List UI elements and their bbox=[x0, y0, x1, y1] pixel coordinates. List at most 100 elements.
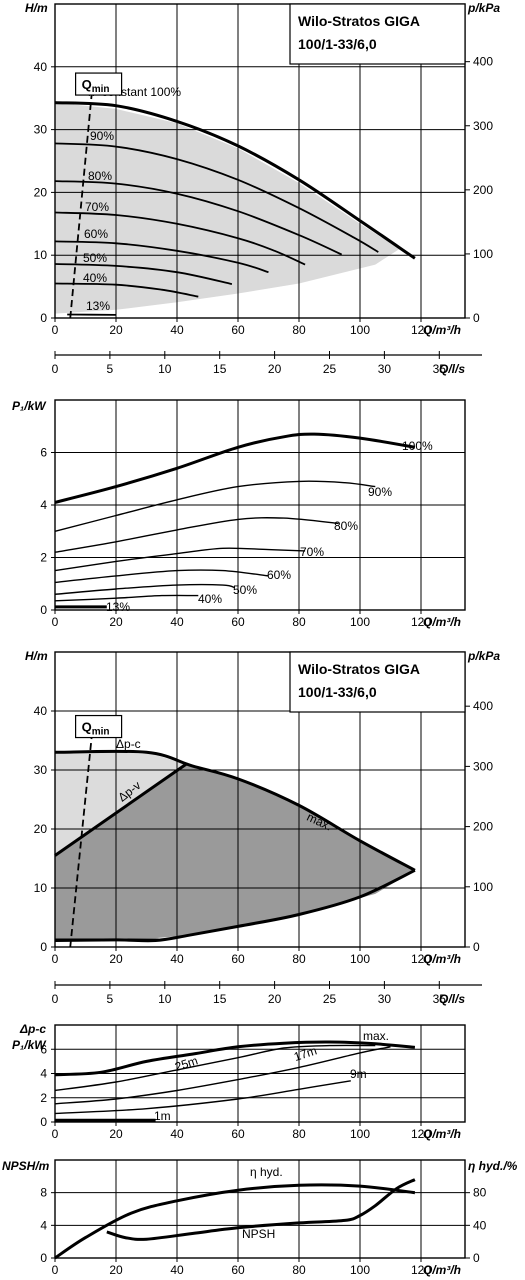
efficiency-label: η hyd. bbox=[250, 1165, 283, 1179]
grid-4 bbox=[55, 1025, 465, 1122]
y2-tick-label: 400 bbox=[473, 699, 493, 713]
dpv-range-area bbox=[55, 764, 415, 940]
x2-tick-label: 10 bbox=[158, 362, 172, 376]
x2-tick-label: 20 bbox=[268, 992, 282, 1006]
curve-label: 13% bbox=[86, 299, 110, 313]
y-tick-label: 10 bbox=[34, 248, 48, 262]
x-tick-label: 120 bbox=[411, 1127, 431, 1141]
x-tick-label: 80 bbox=[292, 1127, 306, 1141]
npsh-label: NPSH bbox=[242, 1227, 275, 1241]
y-tick-label: 4 bbox=[40, 1067, 47, 1081]
curve-label: 70% bbox=[85, 200, 109, 214]
y-tick-label: 8 bbox=[40, 1186, 47, 1200]
x2-tick-label: 35 bbox=[433, 992, 447, 1006]
y-tick-label: 40 bbox=[34, 60, 48, 74]
x2-tick-label: 5 bbox=[107, 992, 114, 1006]
x-tick-label: 0 bbox=[52, 1127, 59, 1141]
x-axis-label-3: Q/m³/h bbox=[423, 952, 461, 966]
x-axis-label-5: Q/m³/h bbox=[423, 1263, 461, 1277]
x-tick-label: 20 bbox=[109, 323, 123, 337]
power-curve-label: 13% bbox=[106, 600, 130, 614]
speed-curve-70 bbox=[54, 211, 306, 266]
speed-curve-90 bbox=[54, 142, 379, 253]
dpc-curve-label: max. bbox=[363, 1029, 389, 1043]
y2-axis-label-5: η hyd./% bbox=[468, 1159, 518, 1173]
plot-frame-1 bbox=[54, 3, 466, 319]
x-tick-label: 60 bbox=[231, 1263, 245, 1277]
qmin-subscript: min bbox=[92, 84, 110, 95]
y-tick-label: 6 bbox=[40, 446, 47, 460]
x2-tick-label: 10 bbox=[158, 992, 172, 1006]
x2-tick-label: 20 bbox=[268, 362, 282, 376]
x2-tick-label: 15 bbox=[213, 362, 227, 376]
x2-tick-label: 15 bbox=[213, 992, 227, 1006]
x-tick-label: 0 bbox=[52, 323, 59, 337]
x-tick-label: 100 bbox=[350, 952, 370, 966]
chart-subtitle-1: 100/1-33/6,0 bbox=[298, 36, 377, 52]
x-tick-label: 100 bbox=[350, 1263, 370, 1277]
curve-label: 80% bbox=[88, 169, 112, 183]
title-box-1 bbox=[289, 3, 466, 65]
y2-tick-label: 100 bbox=[473, 880, 493, 894]
x-tick-label: 80 bbox=[292, 323, 306, 337]
speed-curve-nconstant100 bbox=[54, 101, 416, 260]
x-tick-label: 100 bbox=[350, 323, 370, 337]
curve-label: 50% bbox=[83, 251, 107, 265]
dpc-label: Δp-c bbox=[116, 737, 141, 751]
x2-tick-label: 35 bbox=[433, 362, 447, 376]
x-axis-label-1: Q/m³/h bbox=[423, 323, 461, 337]
qmin-line-1 bbox=[69, 94, 93, 319]
x-tick-label: 100 bbox=[350, 615, 370, 629]
x-tick-label: 40 bbox=[170, 615, 184, 629]
y-tick-label: 0 bbox=[40, 1251, 47, 1265]
x-tick-label: 40 bbox=[170, 1127, 184, 1141]
curve-label: 60% bbox=[84, 227, 108, 241]
y2-axis-label-1: p/kPa bbox=[467, 1, 500, 15]
x-tick-label: 20 bbox=[109, 952, 123, 966]
y-axis-label-4: P₁/kW bbox=[12, 1038, 47, 1052]
x2-tick-label: 25 bbox=[323, 992, 337, 1006]
x-tick-label: 0 bbox=[52, 615, 59, 629]
qmin-box-3 bbox=[74, 714, 123, 739]
x-tick-label: 100 bbox=[350, 1127, 370, 1141]
y2-tick-label: 200 bbox=[473, 820, 493, 834]
dpc-curve-label: 25m bbox=[173, 1053, 200, 1074]
power-dpc-curve-max bbox=[54, 1040, 416, 1077]
y-tick-label: 2 bbox=[40, 551, 47, 565]
y2-tick-label: 100 bbox=[473, 247, 493, 261]
power-curve-label: 80% bbox=[334, 519, 358, 533]
y-tick-label: 0 bbox=[40, 603, 47, 617]
power-dpc-curve-9m bbox=[54, 1080, 351, 1115]
y2-axis-label-3: p/kPa bbox=[467, 649, 500, 663]
y-tick-label: 0 bbox=[40, 940, 47, 954]
qmin-box-1 bbox=[74, 72, 123, 96]
power-curve-90 bbox=[54, 480, 376, 532]
y-axis-label-top-4: Δp-c bbox=[19, 1022, 46, 1036]
power-curve-80 bbox=[54, 517, 339, 553]
power-curve-label: 70% bbox=[300, 545, 324, 559]
dpv-line bbox=[54, 762, 188, 857]
y-tick-label: 0 bbox=[40, 311, 47, 325]
x2-tick-label: 30 bbox=[378, 992, 392, 1006]
y-tick-label: 30 bbox=[34, 763, 48, 777]
x-tick-label: 40 bbox=[170, 323, 184, 337]
x-tick-label: 60 bbox=[231, 323, 245, 337]
x-tick-label: 40 bbox=[170, 1263, 184, 1277]
y-tick-label: 10 bbox=[34, 881, 48, 895]
power-curve-100 bbox=[54, 432, 416, 504]
y2-tick-label: 40 bbox=[473, 1218, 487, 1232]
x2-tick-label: 0 bbox=[52, 992, 59, 1006]
power-curve-60 bbox=[54, 569, 269, 584]
speed-curve-80 bbox=[54, 180, 343, 256]
x-tick-label: 80 bbox=[292, 615, 306, 629]
x2-tick-label: 5 bbox=[107, 362, 114, 376]
x-tick-label: 120 bbox=[411, 323, 431, 337]
chart-title-1: Wilo-Stratos GIGA bbox=[298, 13, 420, 29]
y-tick-label: 0 bbox=[40, 1115, 47, 1129]
y2-tick-label: 0 bbox=[473, 940, 480, 954]
power-dpc-curve-17m bbox=[54, 1046, 391, 1105]
dpc-curve-label: 1m bbox=[154, 1109, 171, 1123]
x-tick-label: 80 bbox=[292, 952, 306, 966]
y2-tick-label: 400 bbox=[473, 55, 493, 69]
